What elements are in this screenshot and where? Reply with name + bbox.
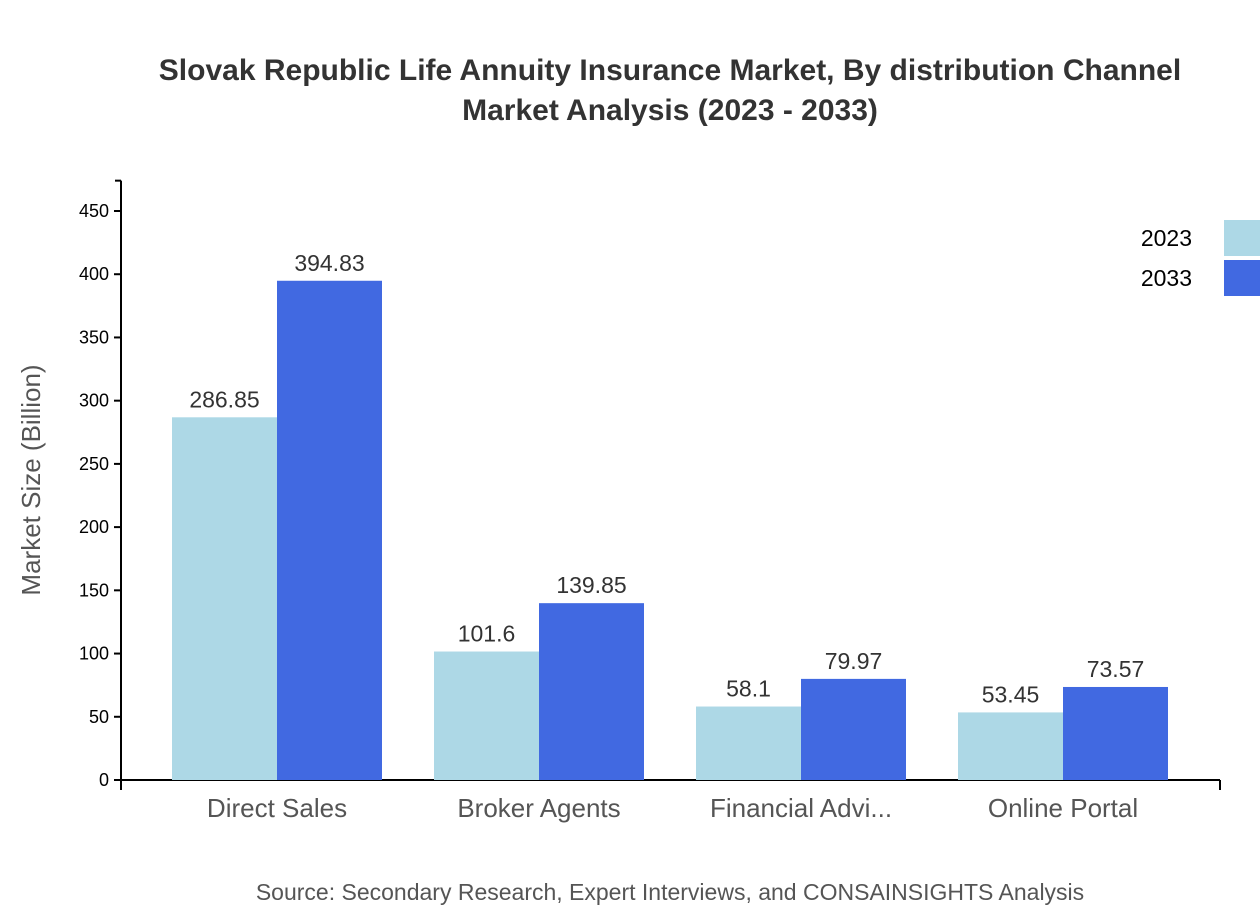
y-tick-label: 200 — [79, 517, 109, 537]
bar-2023 — [958, 712, 1063, 780]
bar-2023 — [172, 417, 277, 780]
bar-2033 — [1063, 686, 1168, 780]
data-label: 101.6 — [458, 621, 516, 647]
data-label: 53.45 — [982, 681, 1040, 707]
data-label: 73.57 — [1087, 656, 1145, 682]
data-label: 394.83 — [294, 250, 364, 276]
data-label: 79.97 — [825, 648, 883, 674]
y-tick-label: 0 — [99, 770, 109, 790]
legend-label: 2023 — [1141, 225, 1192, 251]
bar-2023 — [696, 706, 801, 780]
bar-2023 — [434, 651, 539, 780]
data-label: 286.85 — [189, 386, 259, 412]
y-tick-label: 150 — [79, 580, 109, 600]
x-tick-label: Online Portal — [988, 793, 1138, 823]
y-axis-label: Market Size (Billion) — [16, 364, 46, 595]
x-tick-label: Financial Advi... — [710, 793, 892, 823]
data-label: 139.85 — [556, 572, 626, 598]
chart-title-line-1: Slovak Republic Life Annuity Insurance M… — [159, 54, 1181, 87]
x-tick-label: Broker Agents — [457, 793, 620, 823]
data-label: 58.1 — [726, 676, 771, 702]
y-tick-label: 400 — [79, 264, 109, 284]
chart-title-line-2: Market Analysis (2023 - 2033) — [462, 94, 878, 127]
y-tick-label: 350 — [79, 327, 109, 347]
legend-label: 2033 — [1141, 265, 1192, 291]
bar-2033 — [539, 603, 644, 780]
y-tick-label: 450 — [79, 201, 109, 221]
y-tick-label: 300 — [79, 391, 109, 411]
y-tick-label: 100 — [79, 644, 109, 664]
legend-swatch — [1224, 260, 1260, 296]
x-tick-label: Direct Sales — [207, 793, 347, 823]
bar-2033 — [801, 678, 906, 780]
bar-2033 — [277, 280, 382, 780]
source-note: Source: Secondary Research, Expert Inter… — [256, 879, 1084, 905]
legend-swatch — [1224, 220, 1260, 256]
y-tick-label: 250 — [79, 454, 109, 474]
y-tick-label: 50 — [89, 707, 109, 727]
